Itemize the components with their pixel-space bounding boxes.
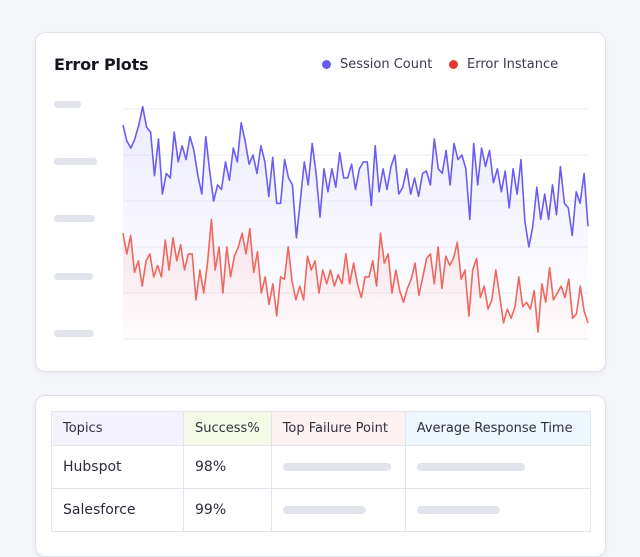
legend-label: Error Instance — [467, 57, 559, 72]
topic-cell: Hubspot — [51, 445, 184, 489]
legend-session-count: Session Count — [322, 57, 432, 72]
success-cell: 99% — [183, 488, 272, 532]
table-header-row: Topics Success% Top Failure Point Averag… — [51, 411, 592, 446]
placeholder-bar — [416, 506, 500, 514]
error-instance-area — [123, 219, 588, 339]
failure-point-cell — [270, 488, 406, 532]
legend-label: Session Count — [340, 57, 433, 72]
y-axis-placeholder — [54, 330, 94, 337]
header-top-failure-point: Top Failure Point — [270, 411, 406, 446]
header-success: Success% — [183, 411, 272, 446]
topic-cell: Salesforce — [51, 488, 184, 532]
session-count-dot-icon — [322, 60, 331, 69]
response-time-cell — [404, 488, 592, 532]
error-plots-card: Error Plots Session Count Error Instance — [35, 32, 606, 372]
success-cell: 98% — [183, 445, 272, 489]
response-time-cell — [404, 445, 592, 489]
placeholder-bar — [282, 506, 366, 514]
table-row: Hubspot 98% — [51, 445, 592, 489]
topics-table-card: Topics Success% Top Failure Point Averag… — [35, 395, 606, 557]
line-chart — [122, 105, 589, 340]
failure-point-cell — [270, 445, 406, 489]
placeholder-bar — [416, 463, 525, 471]
session-count-line — [122, 105, 589, 248]
y-axis-placeholder — [54, 158, 97, 165]
header-average-response-time: Average Response Time — [404, 411, 592, 446]
error-instance-line — [122, 218, 589, 333]
y-axis-placeholder — [54, 101, 81, 108]
chart-title: Error Plots — [54, 55, 149, 74]
table-row: Salesforce 99% — [51, 488, 592, 532]
placeholder-bar — [282, 463, 391, 471]
topics-table: Topics Success% Top Failure Point Averag… — [51, 411, 592, 532]
y-axis-placeholder — [54, 273, 93, 280]
legend-error-instance: Error Instance — [449, 57, 558, 72]
error-instance-dot-icon — [449, 60, 458, 69]
header-topics: Topics — [51, 411, 184, 446]
y-axis-placeholder — [54, 215, 95, 222]
